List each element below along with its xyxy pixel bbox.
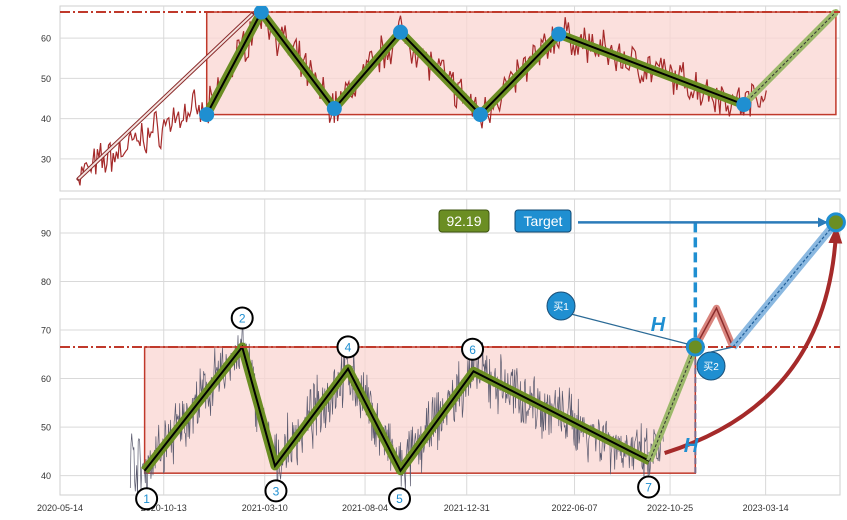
bottom-y-tick-label: 90 — [41, 228, 51, 238]
top-projection-line — [743, 11, 837, 105]
pivot-label-4: 4 — [345, 340, 352, 354]
pivot-label-2: 2 — [239, 312, 246, 326]
top-y-tick-label: 30 — [41, 154, 51, 164]
bottom-target-line — [732, 221, 837, 348]
pivot-label-6: 6 — [469, 343, 476, 357]
top-pivot-node — [736, 97, 752, 113]
pivot-label-circle — [336, 335, 360, 359]
target-node — [825, 212, 846, 233]
pivot-label-circle — [461, 337, 485, 361]
pivot-label-circle — [637, 475, 661, 499]
pivot-label-3: 3 — [273, 484, 280, 498]
bottom-y-tick-label: 40 — [41, 471, 51, 481]
bottom-x-tick-label: 2022-10-25 — [647, 503, 693, 513]
bottom-x-tick-label: 2022-06-07 — [552, 503, 598, 513]
buy2-label: 买2 — [703, 361, 719, 373]
buy1-connector — [570, 313, 688, 345]
bottom-y-ticks: 40 50 60 70 80 90 — [41, 228, 51, 481]
bottom-y-tick-label: 80 — [41, 277, 51, 287]
top-trend-line-inner — [77, 13, 254, 180]
top-pivot-node — [393, 24, 409, 40]
pivot-label-5: 5 — [396, 492, 403, 506]
bottom-x-tick-label: 2020-05-14 — [37, 503, 83, 513]
target-label-text: Target — [524, 213, 563, 229]
top-pivot-node — [199, 107, 215, 123]
pivot-label-circle — [230, 306, 254, 330]
pivot-label-circle — [135, 487, 159, 511]
pivot-label-circle — [388, 487, 412, 511]
buy1-badge — [546, 291, 576, 321]
buy1-label: 买1 — [553, 301, 569, 313]
height-label-lower: H — [684, 435, 699, 457]
top-pivot-node — [326, 101, 342, 117]
buy2-connector — [710, 346, 734, 353]
bottom-panel: 40 50 60 70 80 90 2020-05-14 2020-10-13 2021-03… — [37, 198, 846, 513]
bottom-y-tick-label: 50 — [41, 423, 51, 433]
bottom-curved-arrow — [664, 225, 843, 455]
top-pivot-node — [472, 107, 488, 123]
top-pivot-node — [551, 26, 567, 42]
target-label-box — [514, 209, 572, 233]
bottom-x-tick-label: 2021-08-04 — [342, 503, 388, 513]
target-value-text: 92.19 — [446, 213, 481, 229]
top-y-ticks: 30 40 50 60 — [41, 34, 51, 165]
top-panel: 30 40 50 60 — [41, 5, 841, 192]
bottom-pullback-line — [694, 306, 734, 348]
target-value-box — [438, 209, 490, 233]
top-y-tick-label: 40 — [41, 114, 51, 124]
top-pivot-node — [253, 6, 269, 20]
top-trend-line — [76, 12, 255, 181]
bottom-annotations: 买1 买2 H H 92.19 Target 1 2 3 4 5 6 7 — [135, 209, 846, 511]
bottom-x-tick-label: 2021-03-10 — [242, 503, 288, 513]
breakout-node — [685, 337, 705, 357]
bottom-projection-line — [649, 346, 696, 462]
pivot-label-circle — [264, 479, 288, 503]
top-y-tick-label: 60 — [41, 34, 51, 44]
bottom-x-tick-label: 2020-10-13 — [141, 503, 187, 513]
buy2-badge — [696, 351, 726, 381]
pivot-label-7: 7 — [645, 481, 652, 495]
bottom-x-tick-label: 2021-12-31 — [444, 503, 490, 513]
bottom-x-ticks: 2020-05-14 2020-10-13 2021-03-10 2021-08-04… — [37, 503, 789, 513]
pivot-label-1: 1 — [143, 492, 150, 506]
bottom-y-tick-label: 70 — [41, 326, 51, 336]
bottom-x-tick-label: 2023-03-14 — [743, 503, 789, 513]
top-pivot-nodes — [199, 6, 752, 123]
height-label-upper: H — [651, 314, 666, 336]
bottom-projection-paths — [646, 219, 839, 463]
bottom-y-tick-label: 60 — [41, 374, 51, 384]
top-y-tick-label: 50 — [41, 74, 51, 84]
